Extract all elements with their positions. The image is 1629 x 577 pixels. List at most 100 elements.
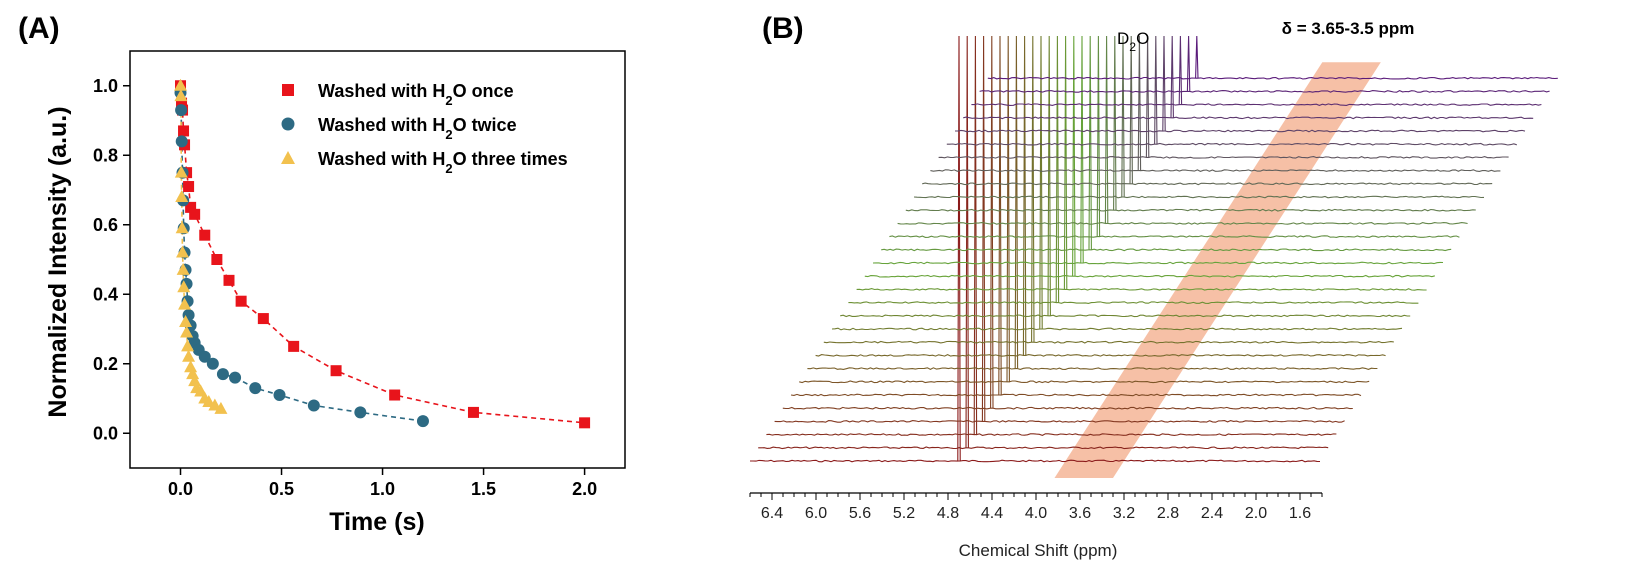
nmr-spectrum — [864, 35, 1435, 278]
data-point-triangle — [214, 401, 228, 414]
data-point-square — [211, 254, 223, 265]
legend-marker-circle — [281, 117, 295, 131]
nmr-spectrum — [766, 35, 1337, 437]
nmr-spectrum — [840, 35, 1411, 318]
data-point-square — [467, 406, 479, 418]
nmr-spectrum — [954, 35, 1526, 133]
panel-a-plot-frame — [129, 50, 626, 469]
data-point-triangle — [175, 221, 189, 234]
nmr-spectrum — [905, 35, 1476, 212]
data-point-triangle — [186, 367, 200, 380]
legend-marker-square — [282, 84, 294, 96]
x-tick-label: 1.6 — [1289, 505, 1311, 522]
x-tick-label: 0.0 — [168, 479, 193, 499]
data-point-triangle — [175, 189, 189, 202]
data-point-triangle — [182, 349, 196, 362]
x-tick-label: 0.5 — [269, 479, 294, 499]
data-point-circle — [416, 415, 429, 428]
data-point-circle — [175, 135, 188, 148]
d2o-peak-label: D2O — [1117, 29, 1149, 54]
data-point-circle — [354, 406, 367, 419]
data-point-triangle — [179, 315, 193, 328]
y-tick-label: 0.2 — [93, 354, 118, 374]
data-point-circle — [216, 368, 229, 381]
x-tick-label: 4.8 — [937, 505, 959, 522]
x-tick-label: 2.0 — [572, 479, 597, 499]
legend-marker-triangle — [281, 151, 295, 164]
nmr-spectrum — [790, 35, 1362, 397]
data-point-triangle — [188, 374, 202, 387]
data-point-square — [223, 274, 235, 286]
panel-a-axis-ticks: 0.0 0.5 1.0 1.5 2.0 0.0 0.2 0.4 0.6 0.8 1.0 — [93, 76, 597, 499]
data-point-circle — [198, 350, 211, 363]
nmr-spectrum — [963, 35, 1534, 120]
panel-a-legend: Washed with H2O once Washed with H2O twic… — [281, 81, 568, 176]
x-tick-label: 5.2 — [893, 505, 915, 522]
highlight-band — [1054, 62, 1381, 478]
legend-label: Washed with H2O once — [318, 81, 514, 108]
x-tick-label: 6.4 — [761, 505, 783, 522]
data-point-triangle — [178, 297, 192, 310]
nmr-spectrum — [889, 35, 1460, 238]
data-point-triangle — [174, 165, 188, 178]
nmr-spectrum — [758, 35, 1329, 450]
x-tick-label: 1.0 — [370, 479, 395, 499]
y-tick-label: 0.8 — [93, 145, 118, 165]
fit-curve — [179, 85, 585, 424]
data-point-triangle — [180, 325, 194, 338]
data-point-triangle — [184, 360, 198, 373]
x-tick-label: 2.4 — [1201, 505, 1223, 522]
x-tick-label: 3.6 — [1069, 505, 1091, 522]
legend-label: Washed with H2O twice — [318, 115, 517, 142]
x-tick-label: 1.5 — [471, 479, 496, 499]
nmr-spectrum — [872, 35, 1444, 265]
data-point-square — [330, 365, 342, 377]
data-point-square — [579, 417, 591, 429]
y-tick-label: 1.0 — [93, 76, 118, 96]
data-point-square — [288, 340, 300, 352]
panel-b-spectra — [750, 35, 1558, 463]
x-tick-label: 4.4 — [981, 505, 1003, 522]
data-point-triangle — [176, 245, 190, 258]
nmr-spectrum — [856, 35, 1427, 291]
data-point-square — [235, 295, 247, 307]
nmr-spectrum — [831, 35, 1403, 331]
nmr-spectrum — [823, 35, 1394, 344]
data-point-circle — [206, 357, 219, 370]
data-point-square — [178, 125, 190, 137]
nmr-spectrum — [913, 35, 1485, 199]
nmr-spectrum — [782, 35, 1353, 410]
data-point-triangle — [174, 89, 188, 102]
x-tick-label: 2.8 — [1157, 505, 1179, 522]
range-annotation: δ = 3.65-3.5 ppm — [1282, 19, 1415, 38]
data-point-triangle — [177, 280, 191, 293]
x-tick-label: 2.0 — [1245, 505, 1267, 522]
panel-a-y-axis-title: Normalized Intensity (a.u.) — [44, 106, 72, 417]
nmr-spectrum — [987, 35, 1558, 80]
panel-b-label: (B) — [762, 12, 804, 45]
nmr-spectrum — [938, 35, 1509, 159]
data-point-circle — [175, 104, 188, 117]
data-point-square — [389, 389, 401, 401]
panel-a-fit-curves — [179, 85, 585, 424]
nmr-spectrum — [848, 35, 1419, 304]
y-tick-label: 0.4 — [93, 284, 118, 304]
data-point-square — [189, 208, 201, 220]
panel-a-data-points — [174, 78, 591, 429]
nmr-spectrum — [774, 35, 1345, 423]
data-point-circle — [229, 371, 242, 384]
data-point-circle — [249, 382, 262, 395]
fit-curve — [179, 85, 222, 410]
panel-b-chart: 6.4 6.0 5.6 5.2 4.8 4.4 4.0 3.6 3.2 2.8 2.4 2.0 1.6 … — [749, 19, 1558, 560]
y-tick-label: 0.0 — [93, 423, 118, 443]
nmr-spectrum — [979, 35, 1550, 93]
data-point-square — [176, 97, 188, 109]
data-point-circle — [273, 389, 286, 402]
x-tick-label: 5.6 — [849, 505, 871, 522]
y-tick-label: 0.6 — [93, 215, 118, 235]
x-tick-label: 3.2 — [1113, 505, 1135, 522]
nmr-spectrum — [815, 35, 1386, 357]
data-point-triangle — [174, 78, 188, 91]
panel-b-axis: 6.4 6.0 5.6 5.2 4.8 4.4 4.0 3.6 3.2 2.8 2.4 2.0 1.6 — [749, 492, 1323, 522]
